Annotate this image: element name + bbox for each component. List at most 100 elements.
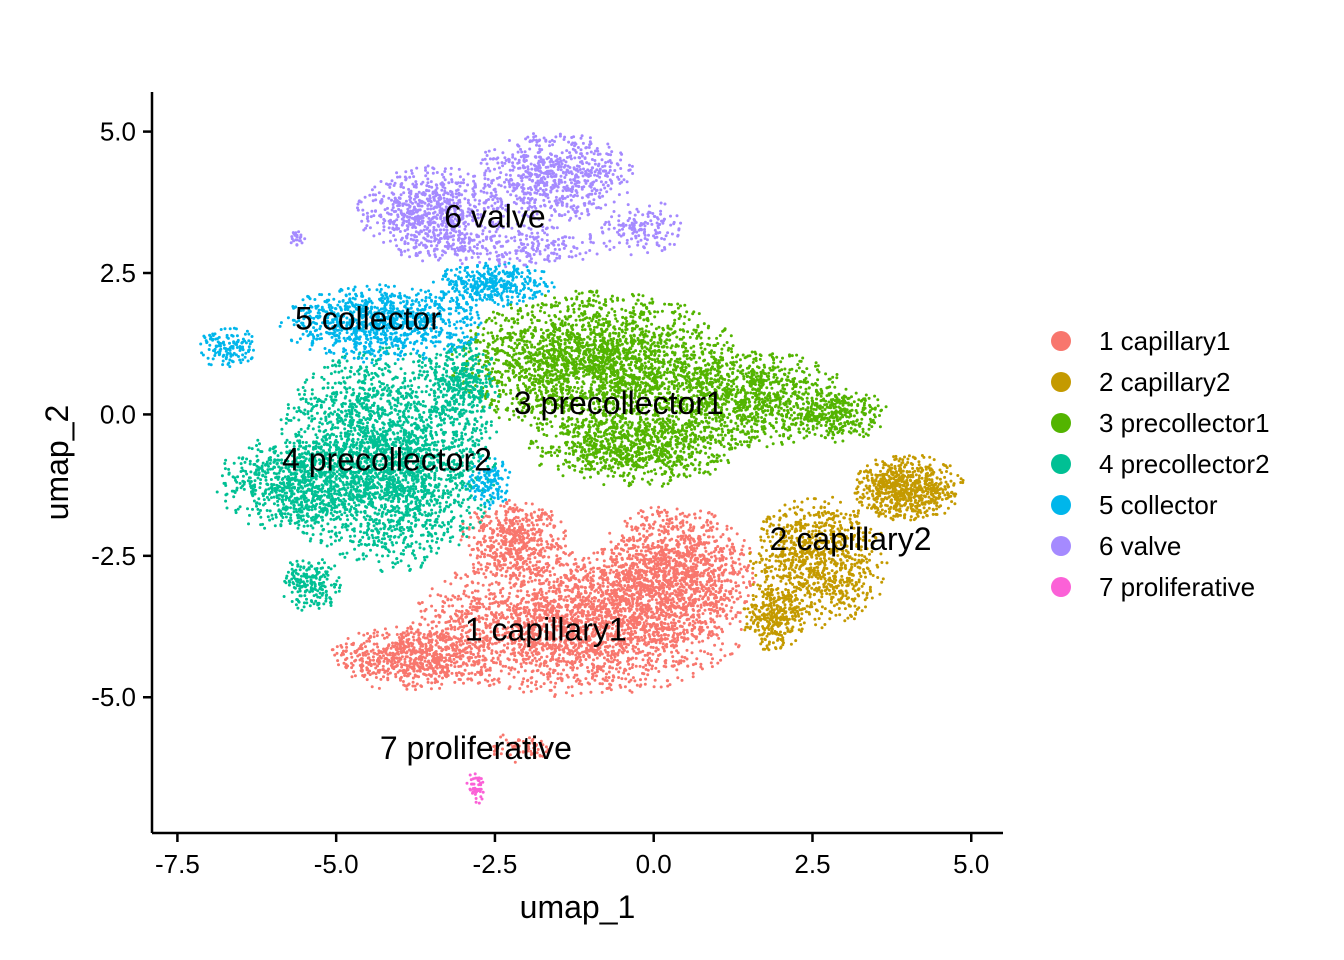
point — [631, 615, 635, 619]
point — [684, 559, 688, 563]
point — [444, 621, 448, 624]
point — [476, 589, 480, 593]
point — [630, 562, 634, 566]
point — [514, 549, 518, 553]
point — [678, 521, 682, 525]
point — [736, 645, 740, 649]
point — [610, 591, 614, 595]
point — [381, 668, 385, 672]
point — [393, 653, 397, 657]
point — [606, 653, 610, 657]
point — [664, 605, 668, 609]
point — [663, 536, 667, 540]
point — [654, 649, 658, 653]
point — [635, 604, 639, 608]
point — [655, 606, 659, 610]
point — [531, 592, 535, 596]
point — [409, 665, 413, 669]
point — [488, 527, 492, 530]
point — [447, 604, 451, 608]
point — [573, 597, 577, 601]
point — [413, 659, 417, 663]
point — [346, 664, 350, 668]
point — [677, 556, 681, 560]
point — [625, 538, 629, 542]
point — [698, 516, 702, 520]
point — [609, 654, 613, 658]
point — [742, 539, 746, 542]
point — [627, 554, 631, 558]
point — [657, 670, 661, 673]
point — [682, 596, 686, 600]
point — [545, 664, 549, 668]
point — [551, 604, 555, 608]
point — [508, 577, 512, 581]
point — [600, 568, 604, 572]
point — [731, 587, 735, 591]
point — [684, 610, 688, 614]
point — [542, 664, 546, 667]
point — [667, 615, 671, 619]
point — [683, 514, 687, 518]
point — [737, 557, 741, 561]
point — [469, 652, 473, 655]
point — [587, 648, 590, 652]
point — [581, 567, 585, 570]
point — [548, 616, 552, 620]
point — [642, 534, 646, 538]
point — [610, 589, 613, 592]
point — [482, 572, 486, 576]
point — [718, 557, 722, 561]
point — [573, 673, 577, 677]
point — [509, 602, 513, 606]
point — [554, 658, 558, 662]
point — [541, 647, 545, 651]
point — [646, 668, 650, 672]
point — [597, 598, 601, 602]
point — [451, 604, 455, 608]
point — [422, 633, 426, 636]
point — [559, 520, 563, 524]
point — [648, 624, 652, 628]
point — [592, 658, 595, 662]
point — [731, 542, 734, 546]
point — [575, 666, 579, 670]
point — [553, 573, 557, 576]
point — [674, 578, 677, 582]
point — [429, 643, 433, 647]
point — [604, 676, 608, 679]
point — [711, 592, 715, 596]
point — [425, 636, 429, 640]
point — [734, 584, 738, 588]
point — [350, 675, 354, 679]
point — [443, 579, 447, 583]
point — [452, 657, 456, 661]
point — [386, 659, 390, 663]
point — [487, 588, 491, 592]
point — [436, 659, 440, 663]
point — [534, 563, 538, 567]
point — [595, 665, 599, 669]
point — [423, 668, 427, 671]
point — [533, 607, 537, 611]
point — [525, 606, 529, 609]
point — [478, 597, 482, 601]
point — [586, 681, 590, 685]
point — [477, 659, 481, 663]
point — [518, 519, 522, 523]
point — [640, 553, 644, 557]
point — [731, 561, 735, 565]
point — [647, 608, 651, 612]
point — [641, 665, 645, 669]
point — [642, 527, 646, 531]
point — [591, 574, 595, 578]
point — [441, 648, 445, 651]
point — [524, 516, 528, 520]
point — [493, 601, 496, 605]
point — [592, 599, 596, 603]
point — [644, 553, 648, 557]
point — [366, 656, 370, 660]
point — [409, 653, 413, 656]
point — [630, 525, 634, 529]
point — [625, 524, 629, 528]
